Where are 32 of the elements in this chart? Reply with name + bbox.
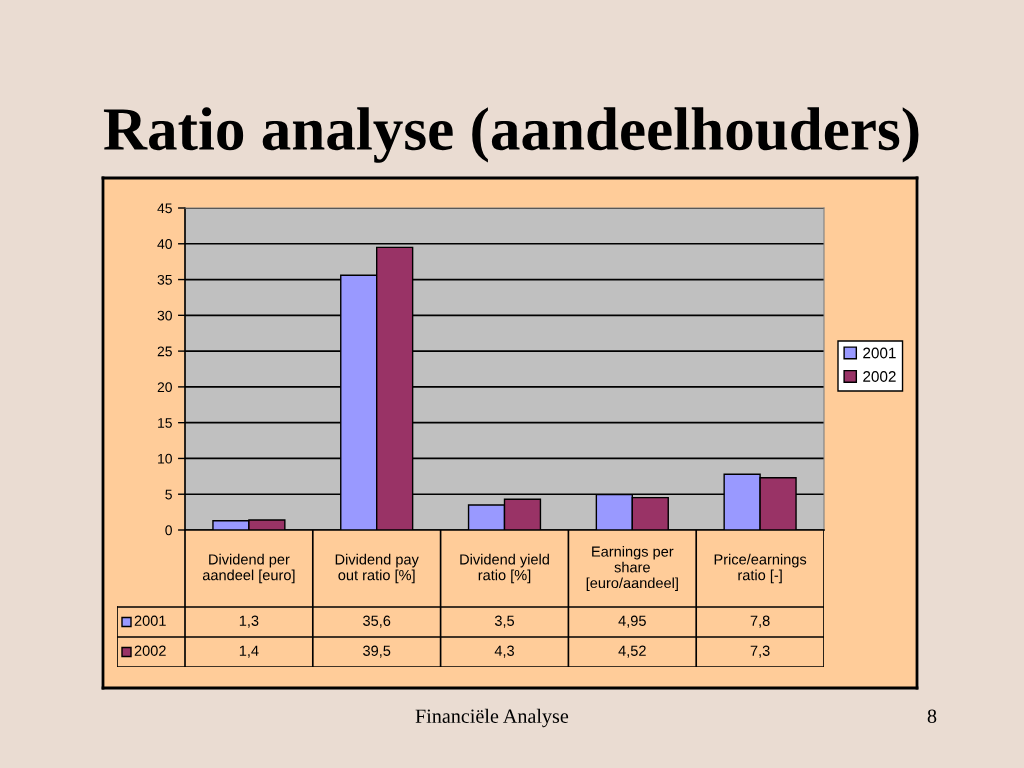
data-label: 7,3 [750,645,770,658]
legend-label: 2002 [863,371,896,382]
data-label: 35,6 [363,615,391,628]
text: 2002 [134,645,166,656]
y-tick-label: 10 [158,453,172,464]
text: 8 [927,709,937,724]
x-tick-label: Dividend yield ratio [%] [460,553,549,584]
x-tick-label: Dividend pay out ratio [%] [335,553,419,584]
legend-label: 2001 [134,615,166,626]
y-tick-label: 35 [157,274,172,285]
data-label: 4,95 [618,615,646,628]
data-label: 3,5 [494,615,515,628]
y-tick-label: 45 [157,203,172,214]
data-label: 4,52 [618,645,646,658]
data-label: 7,8 [750,615,770,628]
x-tick-label: Earnings per share [euro/aandeel] [586,545,678,592]
y-tick-label: 30 [157,310,172,321]
y-tick-label: 40 [157,239,172,249]
y-tick-label: 5 [165,489,172,500]
y-tick-label: 20 [157,382,172,393]
x-tick-label: Dividend per aandeel [euro] [202,553,295,584]
y-tick-label: 0 [165,525,172,536]
data-label: 1,4 [239,645,259,658]
data-label: 4,3 [494,645,514,658]
chart-title: Ratio analyse (aandeelhouders) [103,107,919,163]
data-label: 39,5 [363,645,391,658]
data-label: 1,3 [239,615,259,628]
text: Financiële Analyse [415,708,569,728]
y-tick-label: 15 [158,418,172,428]
y-tick-label: 25 [157,346,172,357]
text: 2001 [863,347,896,359]
x-tick-label: Price/earnings ratio [-] [714,553,807,584]
